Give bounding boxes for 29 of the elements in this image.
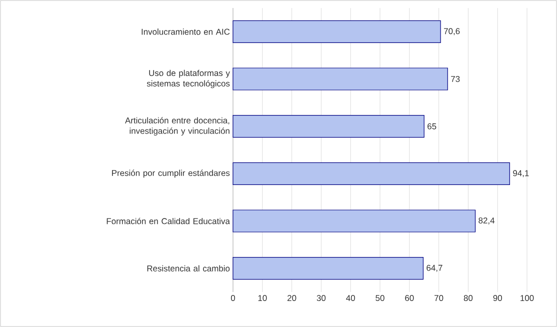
data-label: 73 bbox=[451, 76, 460, 82]
bar bbox=[232, 20, 441, 43]
data-label: 65 bbox=[428, 123, 436, 130]
bar bbox=[232, 257, 424, 280]
y-tick-label: Articulación entre docencia, investigación y vinculación bbox=[125, 117, 230, 136]
y-tick-label: Presión por cumplir estándares bbox=[112, 170, 230, 178]
x-tick-label: 50 bbox=[376, 295, 384, 302]
x-tick-label: 90 bbox=[493, 295, 502, 302]
bar bbox=[232, 68, 448, 90]
x-tick-label: 100 bbox=[520, 295, 534, 302]
bar bbox=[232, 210, 476, 232]
x-tick-label: 70 bbox=[434, 295, 444, 302]
x-tick-label: 10 bbox=[258, 295, 267, 302]
data-label: 82,4 bbox=[478, 218, 495, 224]
x-tick-label: 30 bbox=[316, 295, 326, 302]
x-tick-label: 80 bbox=[464, 295, 473, 302]
x-tick-label: 20 bbox=[288, 295, 296, 302]
x-tick-label: 0 bbox=[230, 295, 236, 302]
bar bbox=[232, 162, 510, 185]
bar bbox=[232, 115, 424, 138]
y-tick-label: Involucramiento en AIC bbox=[142, 28, 230, 35]
y-tick-label: Uso de plataformas y sistemas tecnológicos bbox=[146, 70, 230, 88]
data-label: 64,7 bbox=[426, 264, 442, 272]
data-label: 94,1 bbox=[513, 170, 529, 178]
x-tick-label: 40 bbox=[346, 295, 355, 302]
x-tick-label: 60 bbox=[405, 295, 414, 302]
data-label: 70,6 bbox=[444, 28, 460, 36]
y-tick-label: Formación en Calidad Educativa bbox=[106, 218, 230, 224]
y-tick-label: Resistencia al cambio bbox=[147, 265, 230, 272]
